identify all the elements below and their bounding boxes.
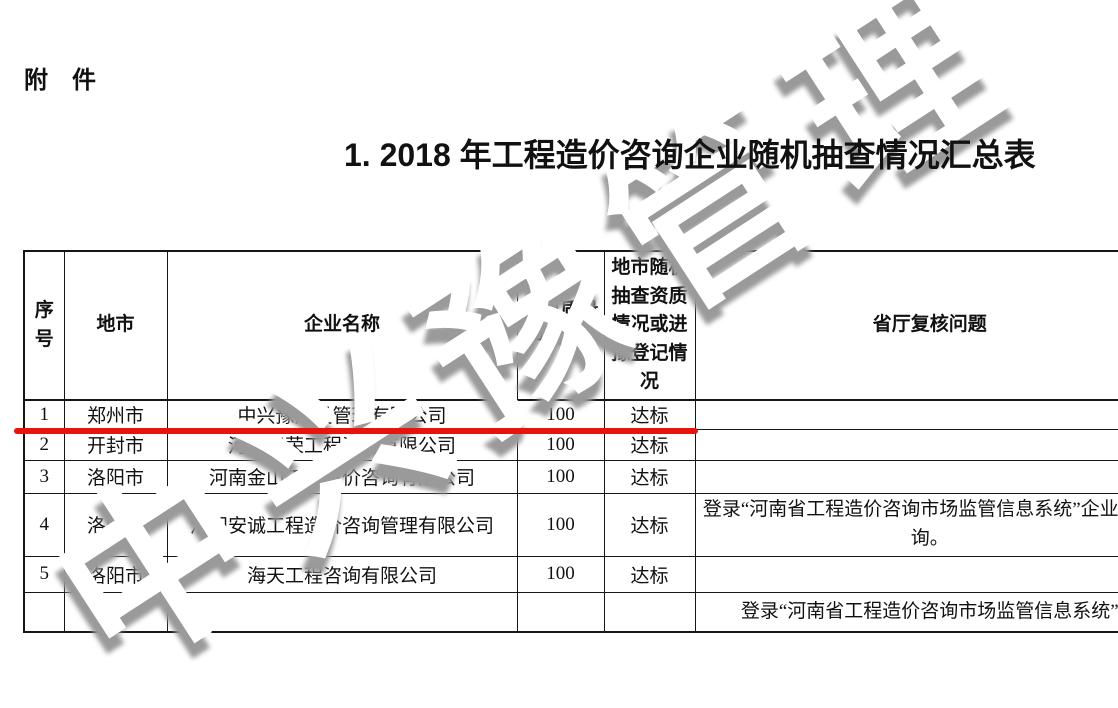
cell-status: 达标 [603, 399, 696, 430]
cell-issues [694, 555, 1118, 593]
cell-score: 100 [516, 555, 605, 593]
cell-index: 1 [23, 399, 65, 430]
cell-issues [694, 459, 1118, 494]
cell-company: 洛阳安诚工程造价咨询管理有限公司 [166, 492, 518, 557]
col-header-score: 成果质量 (平均分) [516, 250, 605, 401]
cell-issues [694, 399, 1118, 430]
cell-status: 达标 [603, 492, 696, 557]
cell-score: 100 [516, 399, 605, 430]
cell-company [166, 591, 518, 633]
cell-company: 中兴豫建设管理有限公司 [166, 399, 518, 430]
cell-city [63, 591, 168, 633]
header-row: 序 号 地市 企业名称 成果质量 (平均分) 地市随机抽查资质情况或进豫登记情况… [23, 250, 1118, 401]
cell-index: 5 [23, 555, 65, 593]
table-row: 4 洛阳市 洛阳安诚工程造价咨询管理有限公司 100 达标 登录“河南省工程造价… [23, 492, 1118, 557]
cell-score: 100 [516, 459, 605, 494]
highlight-underline [14, 428, 698, 434]
col-header-status: 地市随机抽查资质情况或进豫登记情况 [603, 250, 696, 401]
col-header-index: 序 号 [23, 250, 65, 401]
cell-city: 洛阳市 [63, 459, 168, 494]
attachment-label: 附 件 [24, 67, 96, 94]
cell-city: 洛阳市 [63, 555, 168, 593]
page-title: 1. 2018 年工程造价咨询企业随机抽查情况汇总表 [344, 137, 1036, 173]
col-header-issues: 省厅复核问题 [694, 250, 1118, 401]
cell-status: 达标 [603, 459, 696, 494]
cell-index: 3 [23, 459, 65, 494]
cell-index: 4 [23, 492, 65, 557]
table-row: 1 郑州市 中兴豫建设管理有限公司 100 达标 [23, 399, 1118, 430]
cell-company: 海天工程咨询有限公司 [166, 555, 518, 593]
document-page: { "page": { "attachment_label": "附 件", "… [14, 0, 1118, 708]
cell-company: 河南金山工程造价咨询有限公司 [166, 459, 518, 494]
cell-city: 洛阳市 [63, 492, 168, 557]
cell-issues: 登录“河南省工程造价咨询市场监管信息系统”企业端查询。 [694, 492, 1118, 557]
cell-issues [694, 428, 1118, 461]
inspection-summary-table: 序 号 地市 企业名称 成果质量 (平均分) 地市随机抽查资质情况或进豫登记情况… [23, 250, 1118, 633]
col-header-city: 地市 [63, 250, 168, 401]
cell-city: 郑州市 [63, 399, 168, 430]
table-row: 5 洛阳市 海天工程咨询有限公司 100 达标 [23, 555, 1118, 593]
table-row: 3 洛阳市 河南金山工程造价咨询有限公司 100 达标 [23, 459, 1118, 494]
cell-score: 100 [516, 492, 605, 557]
cell-score [516, 591, 605, 633]
cell-index [23, 591, 65, 633]
col-header-company: 企业名称 [166, 250, 518, 401]
cell-status: 达标 [603, 555, 696, 593]
cell-issues: 登录“河南省工程造价咨询市场监管信息系统” [694, 591, 1118, 633]
table-row: 登录“河南省工程造价咨询市场监管信息系统” [23, 591, 1118, 633]
cell-status [603, 591, 696, 633]
